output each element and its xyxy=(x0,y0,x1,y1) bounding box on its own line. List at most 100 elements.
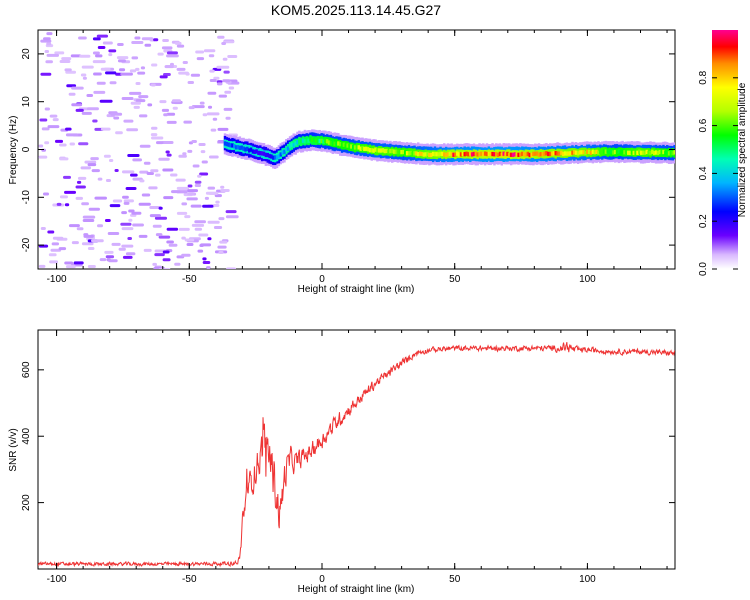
noise-speckle xyxy=(162,168,174,172)
noise-speckle xyxy=(61,57,72,61)
noise-speckle xyxy=(97,177,103,181)
ridge-cell xyxy=(589,150,593,156)
noise-speckle xyxy=(77,176,87,180)
noise-speckle xyxy=(184,238,195,242)
ridge-cell xyxy=(268,153,271,159)
ridge-cell xyxy=(461,151,465,156)
noise-speckle xyxy=(207,237,212,241)
ridge-cell xyxy=(658,149,662,155)
x-tick-label: -50 xyxy=(182,574,197,585)
ridge-cell xyxy=(350,144,353,149)
noise-speckle xyxy=(48,253,57,257)
noise-speckle xyxy=(156,141,164,145)
ridge-cell xyxy=(465,151,468,156)
ridge-cell xyxy=(331,140,335,145)
noise-speckle xyxy=(130,173,138,177)
noise-speckle xyxy=(146,172,154,176)
noise-speckle xyxy=(131,56,139,60)
noise-speckle xyxy=(163,196,174,200)
y-tick-label: 600 xyxy=(21,361,32,378)
ridge-cell xyxy=(456,151,459,156)
ridge-cell xyxy=(342,142,346,147)
ridge-cell xyxy=(338,142,342,147)
noise-speckle xyxy=(125,252,136,256)
ridge-cell xyxy=(613,149,617,155)
noise-speckle xyxy=(104,250,114,254)
ridge-cell xyxy=(610,149,613,154)
noise-speckle xyxy=(40,72,52,76)
colorbar-ticks: 0.0 0.2 0.4 0.6 0.8 xyxy=(698,70,738,276)
ridge-cell xyxy=(249,147,253,152)
x-tick-label: -100 xyxy=(47,274,67,285)
noise-speckle xyxy=(204,196,209,200)
ridge-cell xyxy=(628,150,632,155)
noise-speckle xyxy=(216,65,230,69)
ridge-cell xyxy=(270,154,273,159)
noise-speckle xyxy=(108,53,113,57)
ridge-cell xyxy=(394,149,398,154)
ridge-cell xyxy=(638,149,641,154)
noise-speckle xyxy=(171,99,181,103)
ridge-cell xyxy=(452,152,455,157)
noise-speckle xyxy=(62,175,71,179)
ridge-cell xyxy=(639,150,643,155)
ridge-cell xyxy=(311,137,314,142)
noise-speckle xyxy=(158,235,171,239)
noise-speckle xyxy=(209,69,215,73)
ridge-cell xyxy=(509,152,513,157)
ridge-cell xyxy=(522,152,526,157)
noise-speckle xyxy=(88,207,100,211)
x-tick-label: -50 xyxy=(182,274,197,285)
ridge-cell xyxy=(333,141,336,146)
noise-speckle xyxy=(38,144,44,148)
noise-speckle xyxy=(190,204,202,208)
ridge-cell xyxy=(645,149,648,155)
noise-speckle xyxy=(152,224,162,228)
ridge-cell xyxy=(623,150,626,155)
ridge-cell xyxy=(500,152,504,158)
ridge-cell xyxy=(619,150,622,155)
ridge-cell xyxy=(524,152,528,157)
ridge-cell xyxy=(508,152,511,158)
noise-speckle xyxy=(197,174,202,178)
ridge-cell xyxy=(662,149,665,155)
noise-speckle xyxy=(103,154,111,158)
ridge-cell xyxy=(506,151,509,157)
noise-speckle xyxy=(44,141,50,145)
noise-speckle xyxy=(82,76,87,80)
noise-speckle xyxy=(191,105,205,109)
ridge-cell xyxy=(318,138,322,144)
ridge-cell xyxy=(665,150,669,156)
spectrogram-xlabel: Height of straight line (km) xyxy=(298,284,415,295)
ridge-cell xyxy=(671,150,675,156)
noise-speckle xyxy=(111,242,121,246)
ridge-cell xyxy=(377,148,381,153)
noise-speckle xyxy=(159,75,168,79)
noise-speckle xyxy=(138,95,149,99)
ridge-cell xyxy=(229,143,232,148)
ridge-cell xyxy=(398,150,401,155)
noise-speckle xyxy=(212,204,220,208)
noise-speckle xyxy=(133,105,140,109)
noise-speckle xyxy=(81,202,89,206)
ridge-cell xyxy=(439,151,442,157)
noise-speckle xyxy=(47,125,60,129)
ridge-cell xyxy=(372,148,375,153)
ridge-cell xyxy=(240,145,243,150)
colorbar-tick-label: 0.4 xyxy=(698,166,709,180)
ridge-cell xyxy=(337,141,340,146)
noise-speckle xyxy=(175,178,186,182)
ridge-cell xyxy=(547,151,550,157)
noise-speckle xyxy=(225,215,239,219)
ridge-cell xyxy=(526,151,530,157)
colorbar-tick-label: 0.2 xyxy=(698,214,709,228)
ridge-cell xyxy=(502,151,505,156)
snr-series-line xyxy=(38,341,675,568)
noise-speckle xyxy=(125,187,137,191)
snr-xlabel: Height of straight line (km) xyxy=(298,584,415,595)
noise-speckle xyxy=(200,243,212,247)
ridge-cell xyxy=(437,152,440,157)
ridge-cell xyxy=(478,152,481,157)
